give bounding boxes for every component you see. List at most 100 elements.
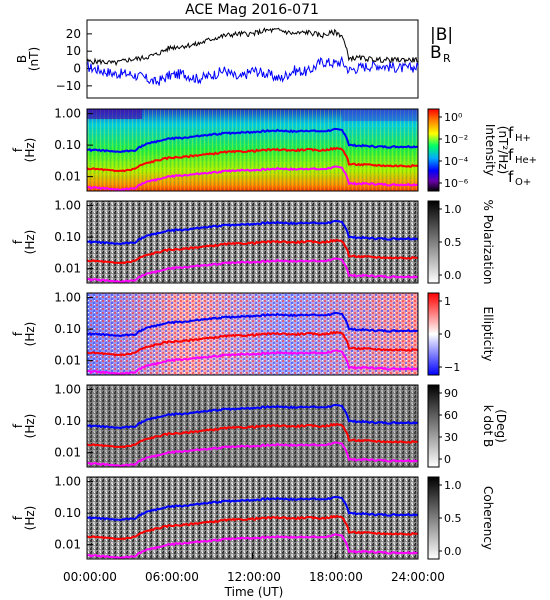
colorbar	[427, 200, 440, 284]
colorbar-tick-label: 10⁻²	[444, 133, 468, 146]
y-axis-label: f(Hz)	[11, 322, 37, 347]
colorbar-tick-label: 0.0	[444, 269, 462, 282]
legend-fo: f	[508, 168, 514, 186]
plot-frame	[86, 292, 419, 376]
legend-b-magnitude: |B|	[430, 25, 453, 45]
y-label-line: f	[11, 331, 25, 336]
series-br-line	[86, 55, 419, 86]
y-tick-label: 0.01	[54, 354, 81, 368]
y-label-line: f	[11, 147, 25, 152]
colorbar-label: Ellipticity	[481, 307, 495, 362]
panel-polarization: 1.00 0.10 0.01 f(Hz) 1.0 0.5 0.0 % Polarization	[11, 199, 495, 285]
colorbar	[427, 108, 440, 192]
colorbar-tick-label: 0.5	[444, 512, 462, 525]
colorbar-tick-label: 10⁻⁴	[444, 155, 469, 168]
x-tick-label: 18:00:00	[309, 570, 363, 584]
colorbar-label-name: Ellipticity	[481, 307, 495, 362]
colorbar-tick-label: 1	[444, 295, 451, 308]
spectrogram-low-band	[87, 109, 143, 119]
colorbar-tick-label: 0	[444, 453, 451, 466]
x-tick-label: 00:00:00	[63, 570, 117, 584]
x-axis: 00:00:00 06:00:00 12:00:00 18:00:00 24:0…	[63, 570, 445, 599]
colorbar	[427, 476, 440, 560]
y-tick-label: 1.00	[54, 107, 81, 121]
colorbar-label: % Polarization	[481, 200, 495, 285]
plot-frame	[86, 108, 419, 192]
fh-gyro-line	[87, 219, 419, 246]
colorbar-label-name: k dot B	[481, 405, 495, 447]
colorbar-tick-label: 30	[444, 431, 458, 444]
fhe-gyro-line	[86, 238, 419, 265]
spectrogram-low-band	[342, 109, 418, 121]
y-tick-label: 0	[73, 62, 81, 76]
colorbar-label-unit: (nT²/Hz)	[496, 126, 510, 174]
x-tick-label: 06:00:00	[145, 570, 199, 584]
fhe-gyro-line	[86, 330, 419, 357]
panel-k-dot-b: 1.00 0.10 0.01 f(Hz) 90 60 30 0 k dot B (Deg)	[11, 383, 508, 468]
x-axis-label: Time (UT)	[224, 585, 284, 599]
panel-coherency: 1.00 0.10 0.01 f(Hz) 1.0 0.5 0.0 Coherency	[11, 475, 495, 560]
y-axis-label: f(Hz)	[11, 230, 37, 255]
colorbar-label: k dot B (Deg)	[481, 405, 508, 447]
y-tick-label: 20	[66, 27, 81, 41]
fhe-gyro-line	[86, 146, 419, 173]
colorbar	[427, 384, 440, 468]
y-label-line: B	[15, 55, 29, 63]
colorbar-label-name: % Polarization	[481, 200, 495, 285]
y-label-unit: (Hz)	[23, 506, 37, 531]
y-label-unit: (Hz)	[23, 138, 37, 163]
panel-intensity: 1.000.100.01f(Hz)10⁰10⁻²10⁻⁴10⁻⁶Intensit…	[11, 107, 537, 192]
y-tick-label: 1.00	[54, 291, 81, 305]
figure-title: ACE Mag 2016-071	[185, 2, 319, 18]
y-axis-label: f(Hz)	[11, 506, 37, 531]
legend-br: B	[430, 43, 442, 63]
colorbar	[427, 292, 440, 376]
colorbar-label-name: Intensity	[483, 124, 497, 176]
colorbar-label: Intensity (nT²/Hz)	[483, 124, 510, 176]
series-b-magnitude-line	[86, 27, 419, 67]
fh-gyro-line	[87, 127, 419, 154]
colorbar-tick-label: 10⁰	[444, 111, 463, 124]
y-tick-label: 0.10	[54, 138, 81, 152]
legend-fo-subscript: O+	[515, 177, 531, 188]
colorbar-tick-label: 60	[444, 409, 458, 422]
y-axis-label: f(Hz)	[11, 414, 37, 439]
plot-frame	[86, 200, 419, 284]
x-tick-label: 12:00:00	[227, 570, 281, 584]
legend-fh: f	[508, 124, 514, 142]
y-tick-label: 0.10	[54, 414, 81, 428]
y-tick-label: 10	[66, 44, 81, 58]
colorbar-label: Coherency	[481, 486, 495, 550]
y-tick-label: 0.10	[54, 322, 81, 336]
colorbar-tick-label: 1.0	[444, 203, 462, 216]
y-tick-label: 0.01	[54, 446, 81, 460]
colorbar-label-name: Coherency	[481, 486, 495, 550]
y-tick-label: 1.00	[54, 383, 81, 397]
y-axis-label: f(Hz)	[11, 138, 37, 163]
y-label-line: f	[11, 239, 25, 244]
y-tick-label: 0.10	[54, 506, 81, 520]
panel-ellipticity: 1.00 0.10 0.01 f(Hz) 1 0 −1 Ellipticity	[11, 291, 495, 376]
colorbar-tick-label: 0	[444, 328, 451, 341]
colorbar-label-unit: (Deg)	[494, 409, 508, 443]
colorbar-tick-label: 1.0	[444, 479, 462, 492]
x-tick-label: 24:00:00	[391, 570, 445, 584]
fo-gyro-line	[87, 441, 419, 468]
y-label-unit: (Hz)	[23, 414, 37, 439]
y-label-unit: (Hz)	[23, 230, 37, 255]
y-tick-label: 1.00	[54, 475, 81, 489]
legend-fhe-subscript: He+	[515, 155, 537, 166]
fo-gyro-line	[87, 257, 419, 284]
plot-frame	[86, 384, 419, 468]
fhe-gyro-line	[86, 514, 419, 541]
y-tick-label: −10	[56, 79, 81, 93]
fo-gyro-line	[87, 165, 419, 192]
y-tick-label: 1.00	[54, 199, 81, 213]
fhe-gyro-line	[86, 422, 419, 449]
legend-fhe: f	[508, 146, 514, 164]
y-label-unit: (nT)	[27, 47, 41, 71]
fo-gyro-line	[87, 533, 419, 560]
